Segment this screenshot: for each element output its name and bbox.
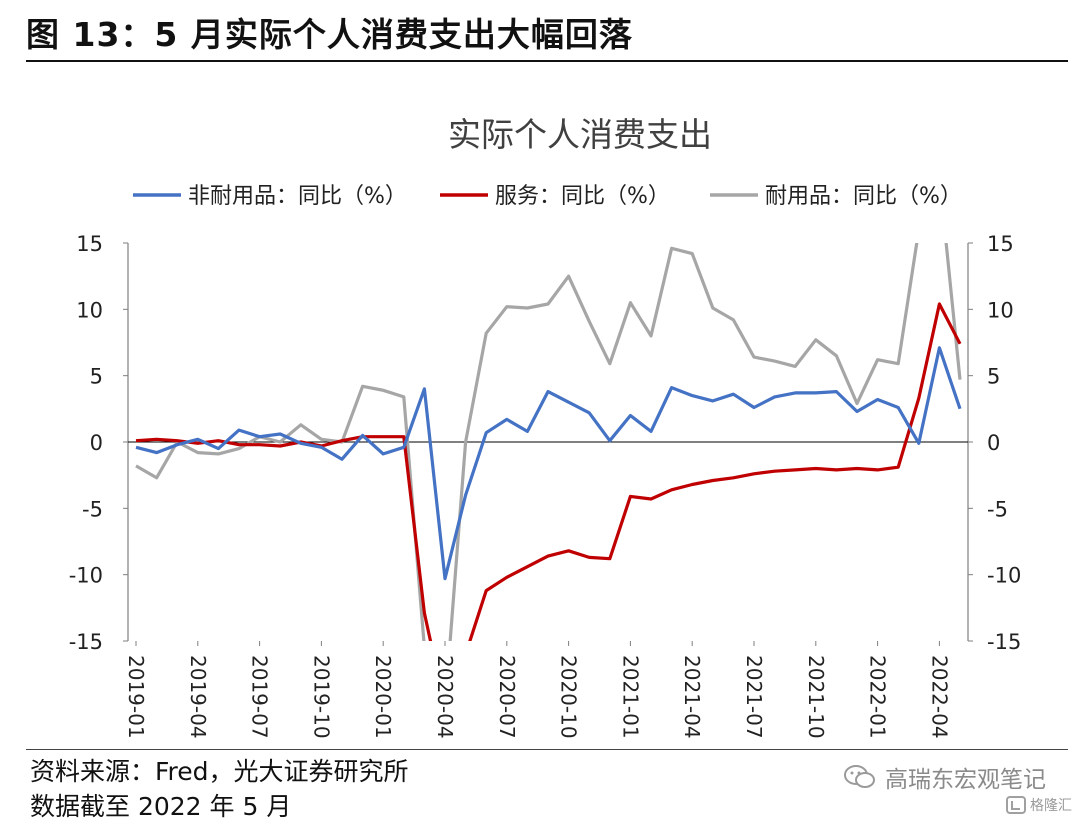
chart-legend: 非耐用品：同比（%） 服务：同比（%） 耐用品：同比（%） [133,184,962,209]
x-tick-label: 2019-01 [124,655,148,739]
y2-tick-label: 5 [987,365,1000,389]
x-tick-label: 2020-01 [371,655,395,739]
chart-title: 实际个人消费支出 [448,115,712,154]
y2-tick-label: -15 [987,630,1021,654]
series-line-2 [135,302,962,641]
x-tick-label: 2020-10 [557,655,581,739]
series-line-3 [135,243,962,641]
y2-tick-label: -10 [987,564,1021,588]
y-tick-label: 15 [76,232,103,256]
watermark-account: 高瑞东宏观笔记 [843,760,1046,794]
watermark-brand: 格隆汇 [1006,795,1072,815]
x-tick-label: 2021-07 [742,655,766,739]
date-note: 数据截至 2022 年 5 月 [30,792,292,821]
wechat-icon [844,765,875,788]
x-tick-label: 2019-07 [248,655,272,739]
y2-tick-label: 15 [987,232,1014,256]
legend-label: 非耐用品：同比（%） [188,184,407,209]
bottom-rule [26,749,1068,750]
title-rule [26,60,1068,62]
figure-title: 图 13：5 月实际个人消费支出大幅回落 [26,15,633,54]
x-tick-label: 2022-04 [927,655,951,739]
x-tick-label: 2021-01 [618,655,642,739]
chart-axes: 15 15 10 10 5 5 0 0 -5 -5 -10 -10 -15 -15 2019-01 2019-… [69,232,1022,739]
x-tick-label: 2020-07 [495,655,519,739]
y2-tick-label: -5 [987,497,1008,521]
consumption-line-chart: 实际个人消费支出 非耐用品：同比（%） 服务：同比（%） 耐用品：同比（%） 15 1… [69,115,1022,739]
watermark-account-name: 高瑞东宏观笔记 [885,767,1046,793]
chart-series [135,243,962,641]
x-tick-label: 2022-01 [866,655,890,739]
series-line-1 [135,346,962,581]
legend-label: 耐用品：同比（%） [765,184,962,209]
y-tick-label: -5 [82,497,103,521]
x-tick-label: 2021-04 [680,655,704,739]
y-tick-label: -10 [69,564,103,588]
source-note: 资料来源：Fred，光大证券研究所 [30,757,409,786]
x-tick-label: 2019-10 [309,655,333,739]
watermark-brand-name: 格隆汇 [1030,798,1072,814]
y-tick-label: 10 [76,298,103,322]
y-tick-label: 0 [90,431,103,455]
y-tick-label: -15 [69,630,103,654]
y2-tick-label: 0 [987,431,1000,455]
x-tick-label: 2019-04 [186,655,210,739]
y2-tick-label: 10 [987,298,1014,322]
brand-logo-icon [1006,796,1026,814]
x-tick-label: 2021-10 [804,655,828,739]
legend-label: 服务：同比（%） [495,184,670,209]
y-tick-label: 5 [90,365,103,389]
x-tick-label: 2020-04 [433,655,457,739]
